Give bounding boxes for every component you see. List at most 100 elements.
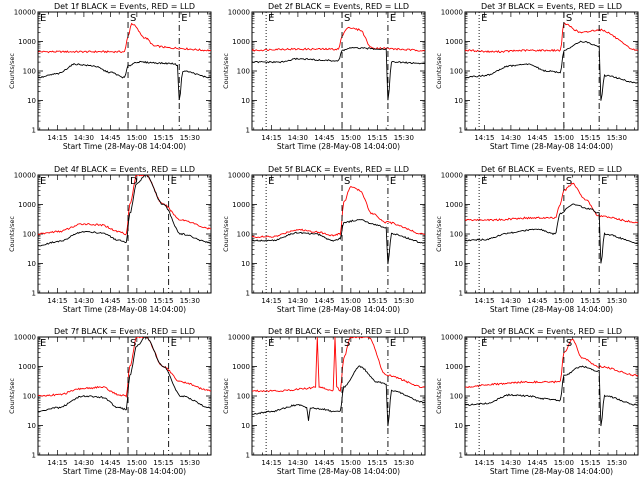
- plot-frame: [251, 11, 426, 131]
- marker-label: E: [40, 338, 46, 349]
- marker-label: E: [390, 176, 396, 187]
- y-tick-label: 10: [27, 260, 36, 268]
- x-tick-label: 14:15: [261, 134, 281, 142]
- panel-det-5: Det 5f BLACK = Events, RED = LLD 1 10 100 10…: [222, 165, 426, 314]
- events-series-line: [38, 60, 211, 100]
- y-tick-label: 10: [241, 422, 250, 430]
- events-series-line: [38, 175, 211, 247]
- marker-label: E: [601, 338, 607, 349]
- x-axis-label: Start Time (28-May-08 14:04:00): [63, 467, 186, 476]
- x-tick-label: 15:00: [127, 297, 147, 305]
- y-tick-label: 10: [241, 260, 250, 268]
- y-axis-label: Counts/sec: [222, 216, 230, 252]
- x-axis-label: Start Time (28-May-08 14:04:00): [277, 467, 400, 476]
- y-tick-label: 10000: [14, 334, 36, 342]
- marker-label: E: [390, 13, 396, 24]
- lld-series-line: [465, 338, 638, 388]
- y-tick-label: 10000: [228, 334, 250, 342]
- y-tick-label: 100: [450, 393, 463, 401]
- x-tick-label: 14:30: [501, 297, 521, 305]
- x-tick-label: 14:15: [474, 134, 494, 142]
- y-tick-label: 1: [459, 452, 463, 460]
- marker-label: S: [344, 176, 350, 187]
- x-tick-label: 15:00: [554, 297, 574, 305]
- x-tick-label: 14:45: [314, 297, 334, 305]
- marker-label: E: [268, 13, 274, 24]
- y-tick-label: 1: [246, 290, 250, 298]
- y-tick-label: 1000: [445, 201, 463, 209]
- x-tick-label: 15:00: [554, 134, 574, 142]
- marker-label: S: [344, 13, 350, 24]
- x-tick-label: 14:15: [47, 297, 67, 305]
- x-tick-label: 15:15: [367, 459, 387, 467]
- lld-series-line: [465, 22, 638, 53]
- x-tick-label: 14:45: [527, 459, 547, 467]
- series-group: [252, 337, 425, 427]
- series-group: [465, 338, 638, 427]
- x-tick-label: 15:15: [153, 297, 173, 305]
- panel-title: Det 8f BLACK = Events, RED = LLD: [268, 327, 409, 336]
- panel-det-8: Det 8f BLACK = Events, RED = LLD 1 10 100 10…: [222, 327, 426, 476]
- panel-det-1: Det 1f BLACK = Events, RED = LLD 1 10 100 10…: [8, 2, 212, 151]
- x-tick-label: 15:30: [180, 459, 200, 467]
- y-axis-label: Counts/sec: [435, 378, 443, 414]
- x-tick-label: 15:15: [580, 459, 600, 467]
- marker-label: E: [481, 176, 487, 187]
- x-axis-label: Start Time (28-May-08 14:04:00): [63, 305, 186, 314]
- x-tick-label: 15:00: [341, 459, 361, 467]
- panel-det-3: Det 3f BLACK = Events, RED = LLD 1 10 100 10…: [435, 2, 639, 151]
- panel-title: Det 2f BLACK = Events, RED = LLD: [268, 2, 409, 11]
- marker-label: E: [40, 176, 46, 187]
- x-axis-label: Start Time (28-May-08 14:04:00): [277, 142, 400, 151]
- x-tick-label: 14:45: [527, 134, 547, 142]
- marker-label: E: [268, 338, 274, 349]
- series-group: [38, 22, 211, 100]
- marker-label: E: [268, 176, 274, 187]
- marker-label: E: [601, 176, 607, 187]
- panel-title: Det 4f BLACK = Events, RED = LLD: [54, 165, 195, 174]
- x-tick-label: 14:30: [288, 134, 308, 142]
- y-tick-label: 1000: [232, 201, 250, 209]
- marker-label: S: [566, 13, 572, 24]
- x-tick-label: 14:45: [314, 134, 334, 142]
- y-tick-label: 1: [32, 452, 36, 460]
- marker-label: E: [171, 176, 177, 187]
- lld-series-line: [38, 175, 211, 236]
- panel-title: Det 5f BLACK = Events, RED = LLD: [268, 165, 409, 174]
- x-tick-label: 14:30: [501, 459, 521, 467]
- marker-label: S: [130, 338, 136, 349]
- y-axis-label: Counts/sec: [435, 216, 443, 252]
- marker-label: E: [481, 338, 487, 349]
- y-axis-label: Counts/sec: [8, 378, 16, 414]
- y-tick-label: 10000: [441, 334, 463, 342]
- panel-det-9: Det 9f BLACK = Events, RED = LLD 1 10 100 10…: [435, 327, 639, 476]
- y-axis-label: Counts/sec: [8, 216, 16, 252]
- x-tick-label: 14:45: [100, 134, 120, 142]
- x-axis-label: Start Time (28-May-08 14:04:00): [490, 142, 613, 151]
- marker-label: E: [40, 13, 46, 24]
- x-axis-label: Start Time (28-May-08 14:04:00): [490, 305, 613, 314]
- y-axis-label: Counts/sec: [8, 53, 16, 89]
- x-tick-label: 15:30: [394, 134, 414, 142]
- series-group: [38, 337, 211, 413]
- events-series-line: [252, 219, 425, 265]
- y-tick-label: 100: [450, 68, 463, 76]
- x-tick-label: 14:45: [100, 459, 120, 467]
- lld-series-line: [38, 22, 211, 54]
- y-axis-label: Counts/sec: [435, 53, 443, 89]
- y-tick-label: 10000: [14, 9, 36, 17]
- y-tick-label: 100: [23, 231, 36, 239]
- x-tick-label: 15:00: [127, 134, 147, 142]
- marker-label: E: [481, 13, 487, 24]
- marker-label: E: [181, 13, 187, 24]
- x-tick-label: 15:15: [367, 297, 387, 305]
- x-tick-label: 15:00: [341, 297, 361, 305]
- series-group: [252, 185, 425, 265]
- marker-label: S: [130, 13, 136, 24]
- x-tick-label: 15:15: [367, 134, 387, 142]
- events-series-line: [465, 203, 638, 264]
- y-tick-label: 100: [23, 393, 36, 401]
- events-series-line: [252, 47, 425, 101]
- x-tick-label: 14:15: [261, 459, 281, 467]
- y-tick-label: 100: [450, 231, 463, 239]
